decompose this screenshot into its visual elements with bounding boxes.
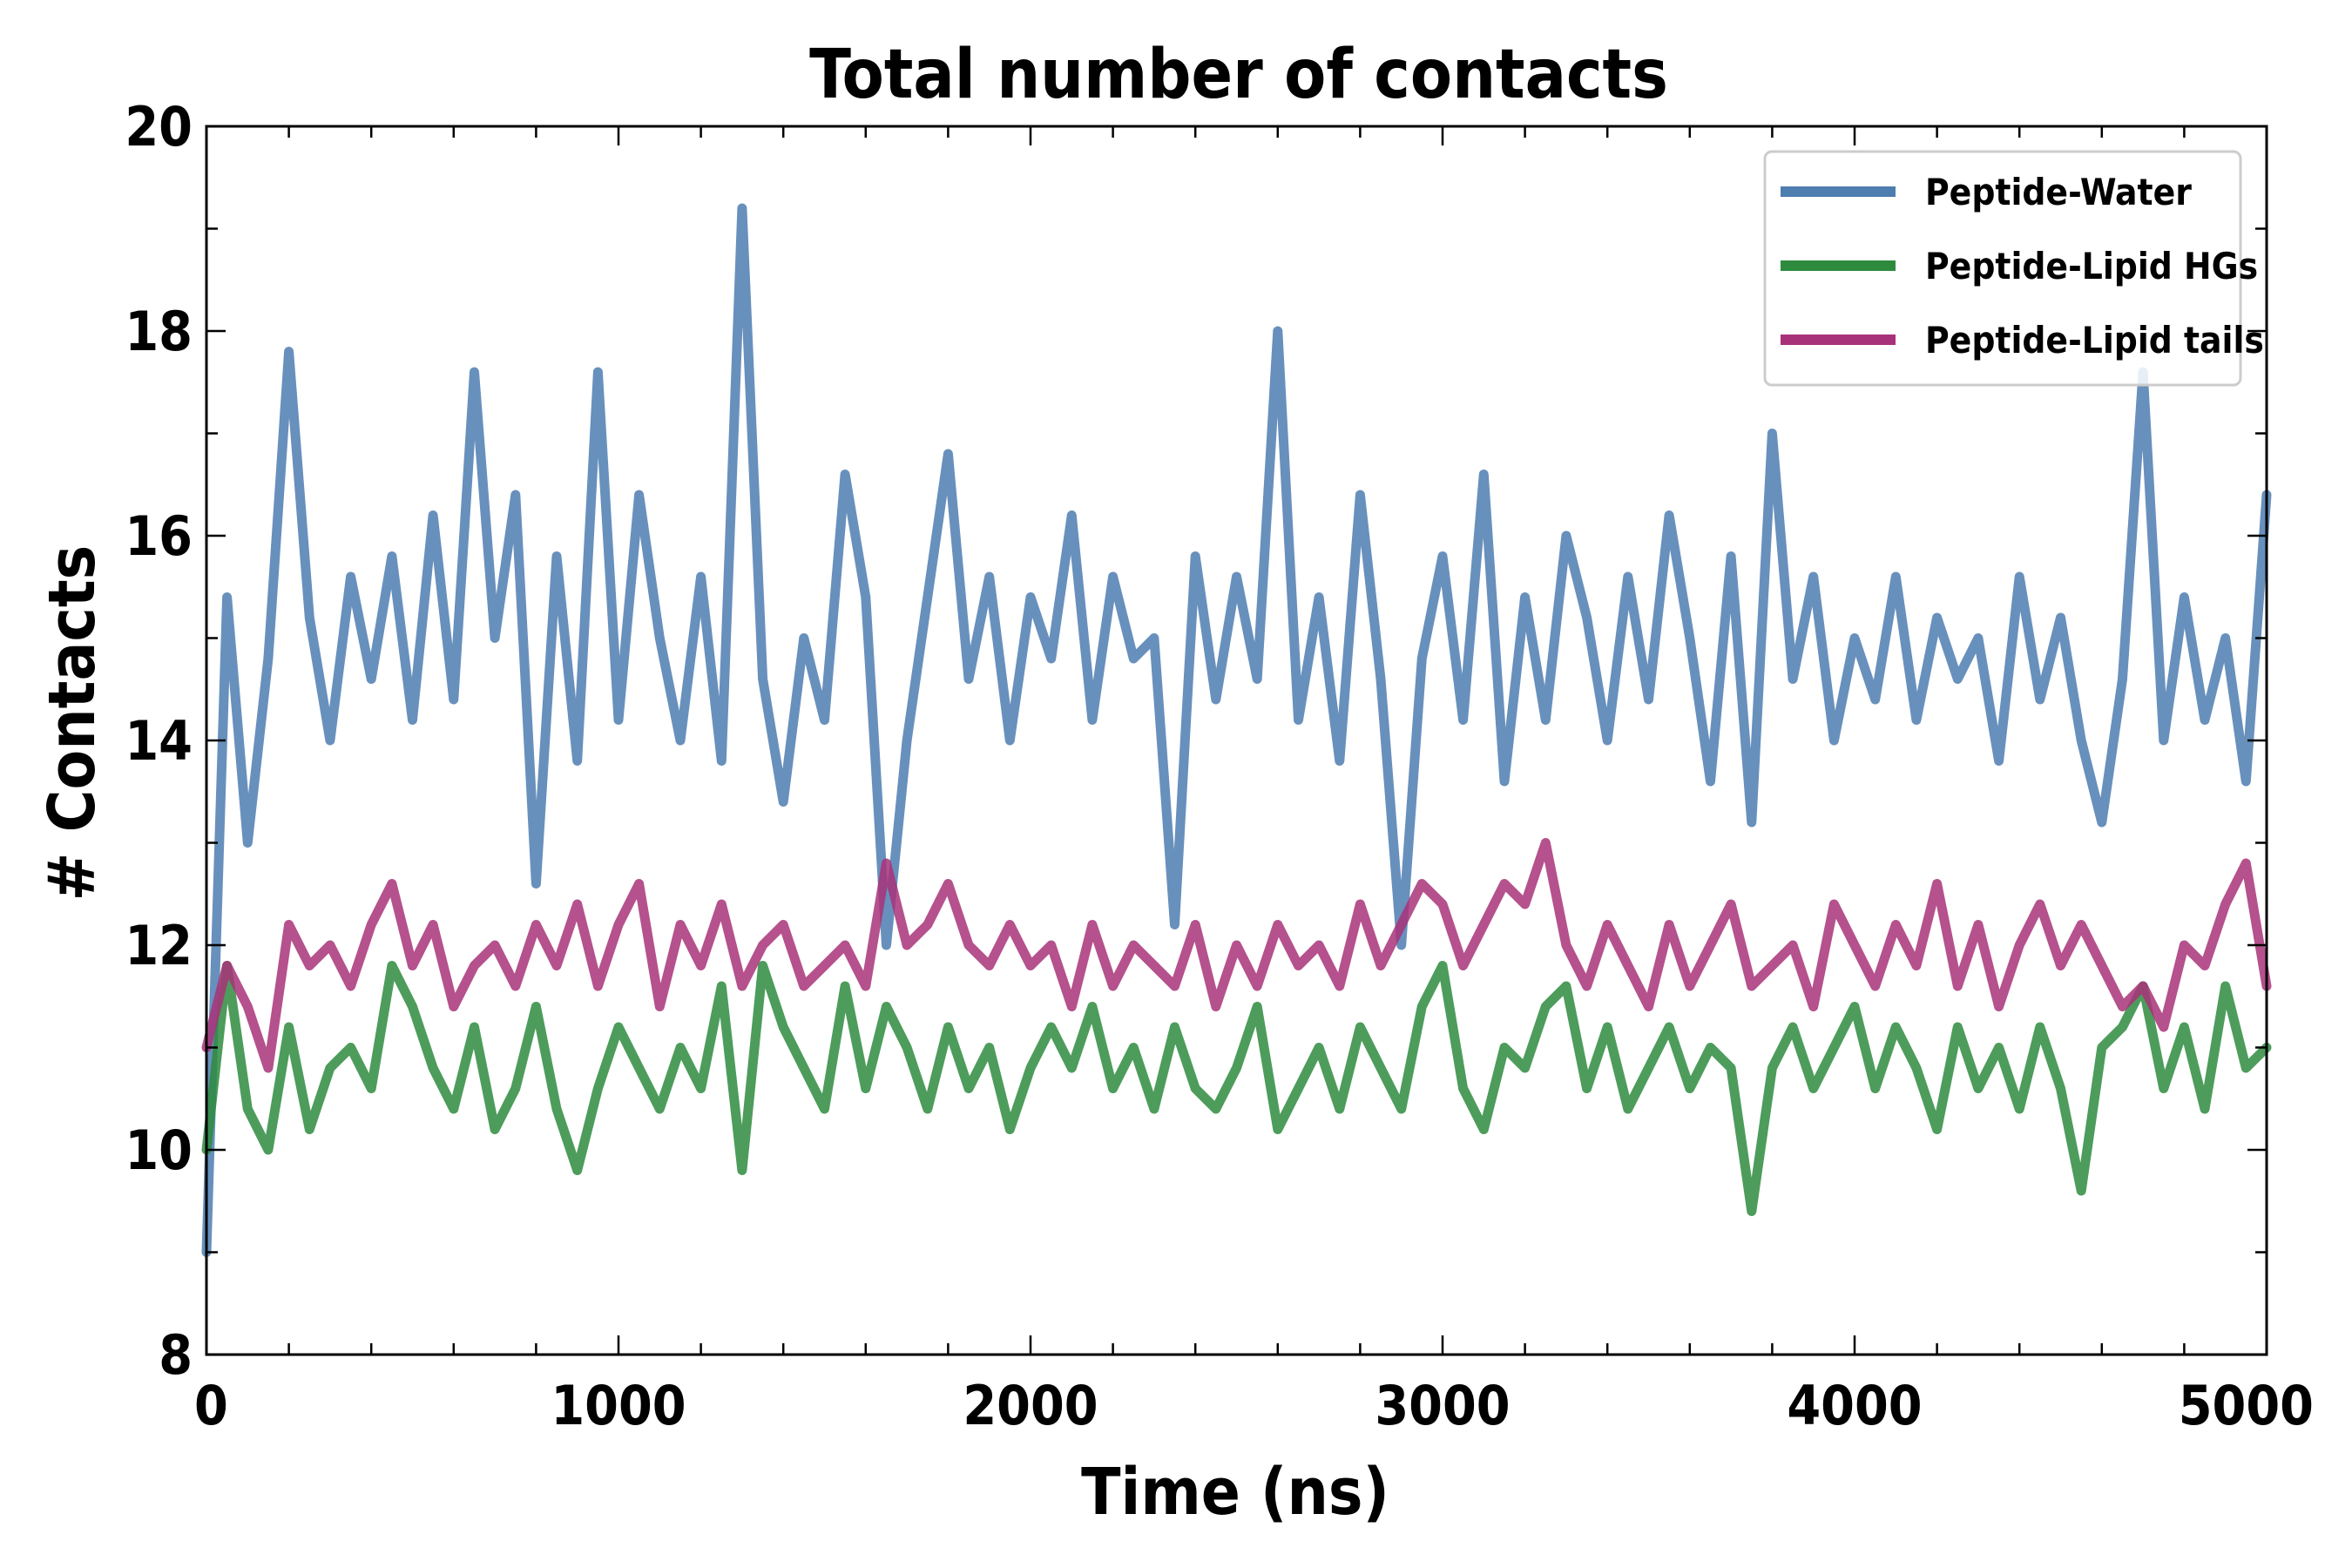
y-tick-label: 10 bbox=[125, 1119, 193, 1182]
series-layer bbox=[201, 203, 2272, 1257]
y-tick-label: 18 bbox=[125, 300, 193, 363]
y-tick-label: 20 bbox=[125, 95, 193, 159]
x-tick-label: 2000 bbox=[963, 1374, 1098, 1437]
plot-frame bbox=[205, 125, 2268, 1356]
y-axis-label: # Contacts bbox=[35, 545, 110, 902]
chart-title: Total number of contacts bbox=[809, 36, 1668, 114]
legend-label-3: Peptide-Lipid tails bbox=[1925, 319, 2264, 362]
y-tick-label: 14 bbox=[125, 709, 193, 773]
legend-label-1: Peptide-Water bbox=[1925, 171, 2192, 213]
series-line-1 bbox=[201, 203, 2272, 1257]
series-line-3 bbox=[201, 838, 2272, 1073]
x-tick-label: 4000 bbox=[1787, 1374, 1922, 1437]
x-tick-label: 0 bbox=[194, 1374, 228, 1437]
y-tick-label: 12 bbox=[125, 914, 193, 977]
ticks-layer: 0 1000 2000 3000 4000 5000 8 10 12 14 16 18 20 bbox=[125, 95, 2314, 1437]
legend: Peptide-Water Peptide-Lipid HGs Peptide-Li… bbox=[1763, 150, 2264, 387]
series-line-2 bbox=[201, 961, 2272, 1216]
y-tick-label: 16 bbox=[125, 504, 193, 568]
legend-label-2: Peptide-Lipid HGs bbox=[1925, 245, 2258, 287]
x-axis-label: Time (ns) bbox=[1081, 1455, 1389, 1530]
y-tick-label: 8 bbox=[159, 1323, 193, 1387]
legend-box bbox=[1763, 150, 2242, 387]
x-tick-label: 3000 bbox=[1375, 1374, 1510, 1437]
x-tick-label: 1000 bbox=[551, 1374, 686, 1437]
x-tick-label: 5000 bbox=[2179, 1374, 2314, 1437]
